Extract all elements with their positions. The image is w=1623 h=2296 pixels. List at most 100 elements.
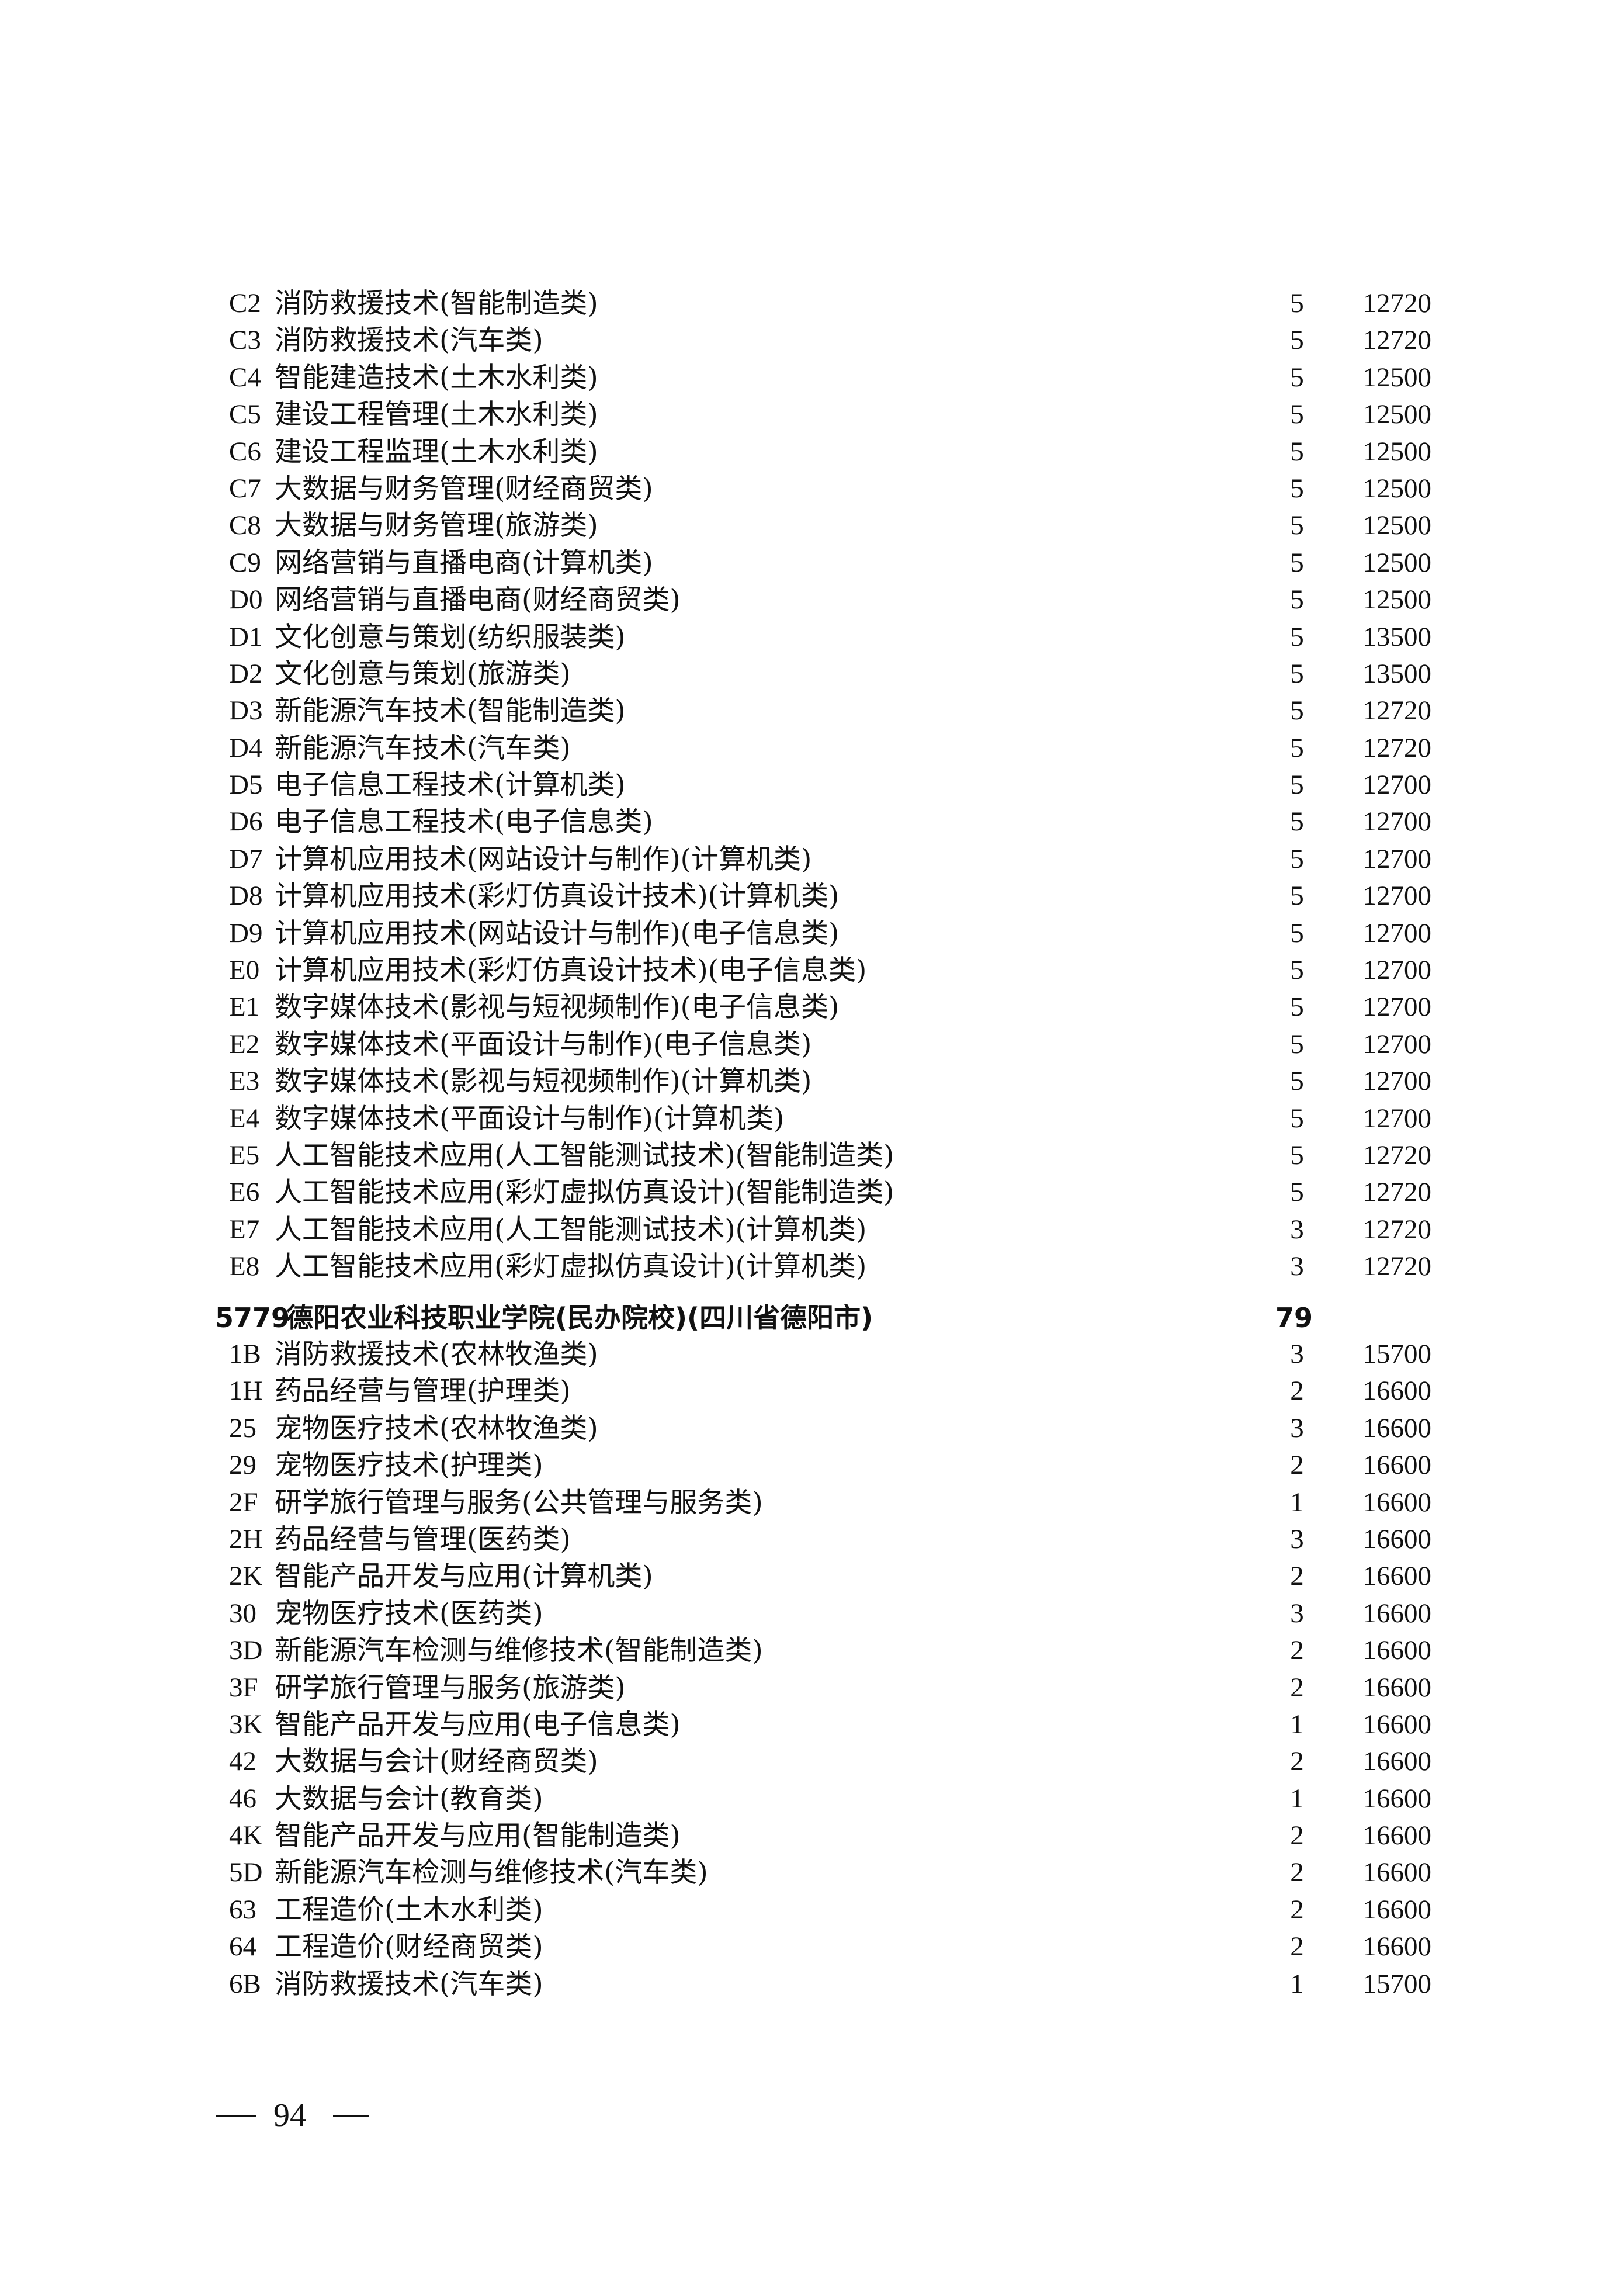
program-row: 25 宠物医疗技术(农林牧渔类) 3 16600 bbox=[0, 1410, 1623, 1447]
program-count: 5 bbox=[1290, 325, 1304, 356]
program-fee: 12700 bbox=[1362, 843, 1432, 874]
program-code: D8 bbox=[229, 881, 263, 912]
program-count: 3 bbox=[1290, 1523, 1304, 1554]
program-fee: 12720 bbox=[1362, 288, 1432, 318]
program-count: 3 bbox=[1290, 1251, 1304, 1282]
program-fee: 12720 bbox=[1362, 325, 1432, 356]
program-count: 5 bbox=[1290, 1103, 1304, 1134]
program-code: C2 bbox=[229, 288, 261, 318]
program-count: 3 bbox=[1290, 1598, 1304, 1629]
program-name: 研学旅行管理与服务(公共管理与服务类) bbox=[275, 1486, 763, 1519]
program-code: E2 bbox=[229, 1028, 260, 1059]
program-count: 5 bbox=[1290, 843, 1304, 874]
program-row: 3K 智能产品开发与应用(电子信息类) 1 16600 bbox=[0, 1706, 1623, 1743]
program-row: D8 计算机应用技术(彩灯仿真设计技术)(计算机类) 5 12700 bbox=[0, 878, 1623, 915]
program-row: 2F 研学旅行管理与服务(公共管理与服务类) 1 16600 bbox=[0, 1484, 1623, 1521]
program-count: 5 bbox=[1290, 1140, 1304, 1170]
program-count: 5 bbox=[1290, 806, 1304, 837]
program-fee: 12500 bbox=[1362, 362, 1432, 393]
program-code: 1H bbox=[229, 1376, 263, 1407]
program-fee: 16600 bbox=[1362, 1523, 1432, 1554]
program-row: 63 工程造价(土木水利类) 2 16600 bbox=[0, 1892, 1623, 1928]
program-count: 2 bbox=[1290, 1746, 1304, 1777]
program-fee: 16600 bbox=[1362, 1672, 1432, 1703]
program-code: C9 bbox=[229, 547, 261, 578]
program-count: 5 bbox=[1290, 510, 1304, 541]
program-code: E0 bbox=[229, 955, 260, 986]
program-name: 宠物医疗技术(医药类) bbox=[275, 1597, 543, 1630]
program-count: 5 bbox=[1290, 732, 1304, 763]
program-name: 网络营销与直播电商(计算机类) bbox=[275, 546, 653, 579]
program-code: C7 bbox=[229, 473, 261, 504]
program-code: D1 bbox=[229, 621, 263, 652]
page-dash-right bbox=[333, 2115, 369, 2117]
program-count: 1 bbox=[1290, 1968, 1304, 1999]
program-name: 智能产品开发与应用(计算机类) bbox=[275, 1560, 653, 1593]
program-code: D7 bbox=[229, 843, 263, 874]
program-count: 5 bbox=[1290, 992, 1304, 1023]
program-fee: 13500 bbox=[1362, 658, 1432, 689]
program-fee: 13500 bbox=[1362, 621, 1432, 652]
program-code: 29 bbox=[229, 1450, 256, 1481]
program-fee: 12720 bbox=[1362, 1251, 1432, 1282]
program-code: 46 bbox=[229, 1783, 256, 1814]
program-count: 5 bbox=[1290, 547, 1304, 578]
program-count: 5 bbox=[1290, 584, 1304, 615]
program-code: 2K bbox=[229, 1561, 263, 1592]
program-code: E3 bbox=[229, 1066, 260, 1097]
program-row: 30 宠物医疗技术(医药类) 3 16600 bbox=[0, 1595, 1623, 1632]
program-row: E4 数字媒体技术(平面设计与制作)(计算机类) 5 12700 bbox=[0, 1100, 1623, 1137]
program-fee: 16600 bbox=[1362, 1746, 1432, 1777]
program-code: 42 bbox=[229, 1746, 256, 1777]
program-row: E6 人工智能技术应用(彩灯虚拟仿真设计)(智能制造类) 5 12720 bbox=[0, 1174, 1623, 1211]
program-row: D9 计算机应用技术(网站设计与制作)(电子信息类) 5 12700 bbox=[0, 915, 1623, 952]
program-count: 2 bbox=[1290, 1672, 1304, 1703]
program-fee: 16600 bbox=[1362, 1709, 1432, 1740]
program-row: E5 人工智能技术应用(人工智能测试技术)(智能制造类) 5 12720 bbox=[0, 1137, 1623, 1174]
program-name: 建设工程管理(土木水利类) bbox=[275, 399, 598, 431]
program-row: 1B 消防救援技术(农林牧渔类) 3 15700 bbox=[0, 1336, 1623, 1373]
program-row: 46 大数据与会计(教育类) 1 16600 bbox=[0, 1781, 1623, 1817]
program-fee: 12500 bbox=[1362, 473, 1432, 504]
program-fee: 16600 bbox=[1362, 1820, 1432, 1851]
program-code: C6 bbox=[229, 436, 261, 467]
program-name: 人工智能技术应用(彩灯虚拟仿真设计)(计算机类) bbox=[275, 1251, 867, 1283]
program-fee: 16600 bbox=[1362, 1450, 1432, 1481]
program-name: 计算机应用技术(彩灯仿真设计技术)(电子信息类) bbox=[275, 954, 867, 987]
program-fee: 12720 bbox=[1362, 1140, 1432, 1170]
program-name: 大数据与财务管理(旅游类) bbox=[275, 510, 598, 542]
program-name: 大数据与会计(财经商贸类) bbox=[275, 1746, 598, 1778]
program-count: 5 bbox=[1290, 1177, 1304, 1208]
program-count: 2 bbox=[1290, 1561, 1304, 1592]
program-name: 工程造价(土木水利类) bbox=[275, 1893, 543, 1926]
program-name: 网络营销与直播电商(财经商贸类) bbox=[275, 584, 681, 617]
program-count: 5 bbox=[1290, 917, 1304, 948]
program-fee: 12500 bbox=[1362, 510, 1432, 541]
program-name: 消防救援技术(汽车类) bbox=[275, 324, 543, 357]
program-row: D5 电子信息工程技术(计算机类) 5 12700 bbox=[0, 767, 1623, 804]
school-header: 5779 德阳农业科技职业学院(民办院校)(四川省德阳市) 79 bbox=[0, 1299, 1623, 1336]
program-fee: 12500 bbox=[1362, 547, 1432, 578]
program-row: 42 大数据与会计(财经商贸类) 2 16600 bbox=[0, 1743, 1623, 1780]
program-code: 2F bbox=[229, 1487, 258, 1518]
program-code: 3F bbox=[229, 1672, 258, 1703]
school-count: 79 bbox=[1275, 1302, 1313, 1334]
program-count: 5 bbox=[1290, 288, 1304, 318]
program-row: 29 宠物医疗技术(护理类) 2 16600 bbox=[0, 1447, 1623, 1484]
program-code: C5 bbox=[229, 399, 261, 430]
program-count: 2 bbox=[1290, 1894, 1304, 1925]
program-code: 4K bbox=[229, 1820, 263, 1851]
program-fee: 16600 bbox=[1362, 1412, 1432, 1443]
program-fee: 12720 bbox=[1362, 1214, 1432, 1245]
program-code: C4 bbox=[229, 362, 261, 393]
program-name: 大数据与会计(教育类) bbox=[275, 1782, 543, 1815]
page-number: 94 bbox=[273, 2097, 306, 2134]
program-fee: 16600 bbox=[1362, 1783, 1432, 1814]
program-fee: 16600 bbox=[1362, 1857, 1432, 1888]
program-code: 63 bbox=[229, 1894, 256, 1925]
program-name: 工程造价(财经商贸类) bbox=[275, 1931, 543, 1963]
program-list-2: 1B 消防救援技术(农林牧渔类) 3 15700 1H 药品经营与管理(护理类) 2 1660… bbox=[0, 1336, 1623, 2003]
program-fee: 12700 bbox=[1362, 955, 1432, 986]
program-fee: 12500 bbox=[1362, 584, 1432, 615]
program-code: D5 bbox=[229, 770, 263, 801]
